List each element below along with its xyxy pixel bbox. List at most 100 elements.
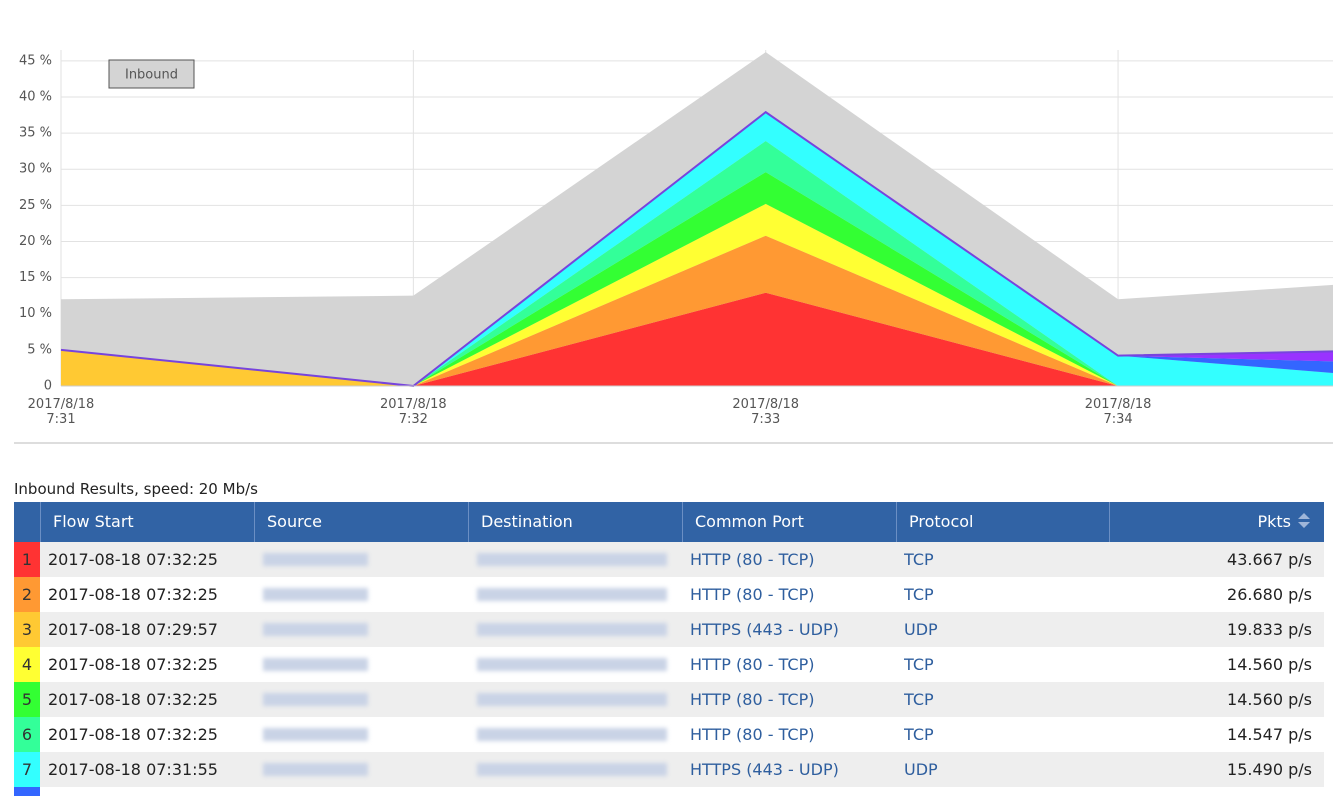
column-header[interactable]: Pkts (1257, 512, 1291, 531)
protocol[interactable]: UDP (904, 620, 938, 639)
flow-start: 2017-08-18 07:32:25 (48, 725, 218, 744)
y-tick-label: 25 % (19, 198, 52, 213)
row-swatch (14, 682, 40, 717)
pkts: 14.560 p/s (1227, 690, 1312, 709)
table-row (14, 682, 1324, 717)
row-swatch (14, 787, 40, 796)
stack-outline (60, 110, 1333, 388)
area (61, 292, 1333, 386)
x-tick-label: 2017/8/18 7:32 (380, 397, 447, 427)
flow-start: 2017-08-18 07:32:25 (48, 690, 218, 709)
pkts: 26.680 p/s (1227, 585, 1312, 604)
flow-start: 2017-08-18 07:31:55 (48, 760, 218, 779)
destination-blurred (477, 693, 667, 706)
y-tick-label: 0 (44, 379, 52, 394)
flow-start: 2017-08-18 07:29:57 (48, 620, 218, 639)
column-header[interactable]: Common Port (695, 512, 804, 531)
common-port[interactable]: HTTP (80 - TCP) (690, 725, 815, 744)
table-row (14, 717, 1324, 752)
flow-start: 2017-08-18 07:32:25 (48, 550, 218, 569)
destination-blurred (477, 623, 667, 636)
destination-blurred (477, 553, 667, 566)
source-blurred (263, 693, 368, 706)
protocol[interactable]: TCP (904, 550, 934, 569)
area (61, 235, 1333, 386)
y-tick-label: 10 % (19, 306, 52, 321)
column-divider (896, 502, 897, 542)
chart: 0 5 % 10 % 15 % 20 % 25 % 30 % 35 % 40 % 45 % Inbo… (14, 50, 1333, 444)
area (61, 112, 1333, 386)
pkts: 15.490 p/s (1227, 760, 1312, 779)
source-blurred (263, 623, 368, 636)
protocol[interactable]: TCP (904, 690, 934, 709)
protocol[interactable]: TCP (904, 655, 934, 674)
row-swatch (14, 717, 40, 752)
table-row (14, 612, 1324, 647)
source-blurred (263, 763, 368, 776)
area (61, 203, 1333, 386)
column-divider (682, 502, 683, 542)
sort-icon[interactable] (1297, 512, 1311, 530)
row-swatch (14, 577, 40, 612)
area (61, 141, 1333, 386)
destination-blurred (477, 763, 667, 776)
common-port[interactable]: HTTP (80 - TCP) (690, 690, 815, 709)
table-row (14, 752, 1324, 787)
table-header (14, 502, 1324, 542)
common-port[interactable]: HTTPS (443 - UDP) (690, 760, 839, 779)
legend: Inbound (108, 59, 195, 89)
y-tick-label: 35 % (19, 126, 52, 141)
row-swatch (14, 542, 40, 577)
row-number: 2 (21, 585, 33, 604)
protocol[interactable]: TCP (904, 725, 934, 744)
protocol[interactable]: TCP (904, 585, 934, 604)
common-port[interactable]: HTTPS (443 - UDP) (690, 620, 839, 639)
common-port[interactable]: HTTP (80 - TCP) (690, 550, 815, 569)
row-number: 1 (21, 550, 33, 569)
x-tick-label: 2017/8/18 7:33 (732, 397, 800, 427)
y-tick-label: 5 % (27, 342, 52, 357)
source-blurred (263, 588, 368, 601)
y-tick-label: 45 % (19, 53, 52, 68)
x-tick-label: 2017/8/18 7:31 (27, 397, 95, 427)
pkts: 14.547 p/s (1227, 725, 1312, 744)
pkts: 43.667 p/s (1227, 550, 1312, 569)
destination-blurred (477, 728, 667, 741)
row-number: 3 (21, 620, 33, 639)
area (61, 235, 1333, 386)
sort-arrows (1298, 513, 1310, 528)
legend-button (108, 59, 195, 89)
column-divider (468, 502, 469, 542)
column-header[interactable]: Destination (481, 512, 573, 531)
table-row (14, 577, 1324, 612)
y-tick-label: 40 % (19, 89, 52, 104)
table-row (14, 542, 1324, 577)
pkts: 14.560 p/s (1227, 655, 1312, 674)
y-tick-label: 15 % (19, 270, 52, 285)
row-number: 7 (21, 760, 33, 779)
legend-label: Inbound (125, 68, 178, 83)
table-row (14, 647, 1324, 682)
area (61, 112, 1333, 386)
column-header[interactable]: Flow Start (53, 512, 134, 531)
row-swatch (14, 612, 40, 647)
source-blurred (263, 658, 368, 671)
row-number: 5 (21, 690, 33, 709)
row-swatch (14, 752, 40, 787)
common-port[interactable]: HTTP (80 - TCP) (690, 655, 815, 674)
source-blurred (263, 728, 368, 741)
source-blurred (263, 553, 368, 566)
column-divider (1109, 502, 1110, 542)
row-number: 6 (21, 725, 33, 744)
protocol[interactable]: UDP (904, 760, 938, 779)
column-header[interactable]: Source (267, 512, 322, 531)
column-header[interactable]: Protocol (909, 512, 974, 531)
table-title: Inbound Results, speed: 20 Mb/s (14, 480, 258, 498)
area (61, 172, 1333, 386)
column-divider (254, 502, 255, 542)
row-swatch (14, 647, 40, 682)
common-port[interactable]: HTTP (80 - TCP) (690, 585, 815, 604)
y-tick-label: 20 % (19, 234, 52, 249)
x-tick-label: 2017/8/18 7:34 (1084, 397, 1152, 427)
